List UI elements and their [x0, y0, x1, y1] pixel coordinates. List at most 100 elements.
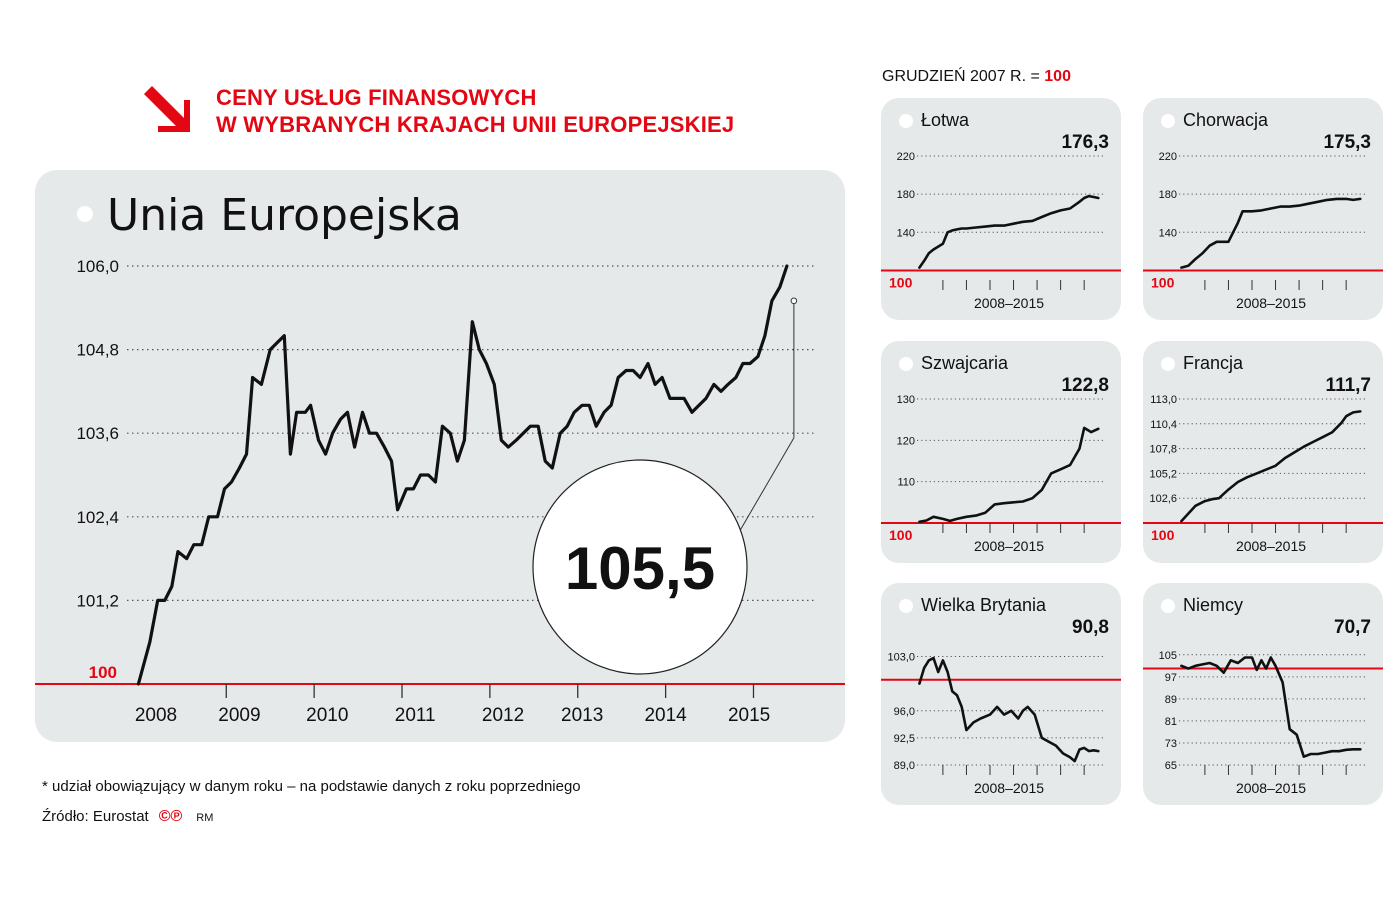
author-initials: RM	[196, 812, 214, 824]
x-tick-label: 2013	[561, 705, 603, 726]
chart-title: Wielka Brytania	[921, 595, 1047, 615]
y-tick-label: 180	[1159, 189, 1177, 201]
highlight-value: 90,8	[1072, 617, 1109, 638]
highlight-value: 175,3	[1323, 132, 1371, 153]
title-bullet	[1161, 357, 1175, 371]
baseline-label: 100	[1151, 274, 1175, 290]
chart-title: Unia Europejska	[107, 190, 462, 241]
x-axis-label: 2008–2015	[974, 538, 1044, 554]
y-tick-label: 104,8	[76, 341, 119, 360]
y-tick-label: 107,8	[1149, 444, 1177, 456]
y-tick-label: 101,2	[76, 591, 119, 610]
highlight-value: 70,7	[1334, 617, 1371, 638]
footnote: * udział obowiązujący w danym roku – na …	[42, 778, 581, 795]
chart-szwajcaria: Szwajcaria 122,8 130 120 110 100 2008–2015	[881, 353, 1121, 554]
y-tick-label: 102,4	[76, 508, 119, 527]
x-axis-label: 2008–2015	[974, 780, 1044, 796]
panel-wielka-brytania	[881, 583, 1121, 805]
x-tick-label: 2009	[218, 705, 260, 726]
y-tick-label: 92,5	[894, 733, 915, 745]
chart-title: Niemcy	[1183, 595, 1243, 615]
title-bullet	[899, 599, 913, 613]
chart-lotwa: Łotwa 176,3 220 180 140 100 2008–2015	[881, 110, 1121, 311]
series-line	[1180, 197, 1362, 269]
x-tick-label: 2011	[395, 705, 436, 726]
y-tick-label: 110,4	[1150, 419, 1177, 431]
baseline-label: 100	[889, 274, 913, 290]
chart-francja: Francja 111,7 113,0 110,4 107,8 105,2 102,6 100…	[1143, 353, 1383, 554]
title-bullet	[1161, 114, 1175, 128]
highlight-circle	[532, 459, 748, 675]
x-axis-label: 2008–2015	[1236, 780, 1306, 796]
panel-szwajcaria	[881, 341, 1121, 563]
y-tick-label: 113,0	[1150, 394, 1177, 406]
series-line	[1180, 656, 1362, 758]
y-tick-label: 65	[1165, 760, 1177, 772]
source-text: Źródło: Eurostat	[42, 808, 149, 825]
series-line	[918, 656, 1100, 763]
highlight-value: 105,5	[565, 535, 715, 602]
panel-niemcy	[1143, 583, 1383, 805]
chart-title: Szwajcaria	[921, 353, 1009, 373]
y-tick-label: 180	[897, 189, 915, 201]
series-line	[1180, 410, 1362, 523]
chart-niemcy: Niemcy 70,7 105 97 89 81 73 65 2008–2015	[1143, 595, 1383, 796]
y-tick-label: 96,0	[894, 706, 915, 718]
y-tick-label: 97	[1165, 672, 1177, 684]
chart-title: Łotwa	[921, 110, 970, 130]
y-tick-label: 140	[897, 227, 915, 239]
x-tick-label: 2010	[306, 705, 348, 726]
y-tick-label: 220	[1159, 151, 1177, 163]
x-tick-label: 2014	[644, 705, 687, 726]
page-title: CENY USŁUG FINANSOWYCH W WYBRANYCH KRAJA…	[216, 84, 734, 138]
baseline-label: 100	[889, 527, 913, 543]
leader-line	[739, 437, 795, 532]
y-tick-label: 220	[897, 151, 915, 163]
y-tick-label: 102,6	[1149, 493, 1177, 505]
title-line-1: CENY USŁUG FINANSOWYCH	[216, 85, 537, 110]
title-bullet	[899, 357, 913, 371]
x-tick-label: 2008	[135, 705, 177, 726]
baseline-label: 100	[1151, 527, 1175, 543]
chart-title: Chorwacja	[1183, 110, 1269, 130]
base-note-value: 100	[1044, 68, 1071, 85]
x-tick-label: 2012	[482, 705, 524, 726]
y-tick-label: 81	[1165, 716, 1177, 728]
y-tick-label: 110	[897, 477, 915, 489]
y-tick-label: 105	[1159, 650, 1177, 662]
y-tick-label: 73	[1165, 738, 1177, 750]
title-bullet	[77, 206, 93, 222]
highlight-point	[790, 297, 798, 305]
x-tick-label: 2015	[728, 705, 770, 726]
y-tick-label: 106,0	[76, 257, 119, 276]
y-tick-label: 89,0	[894, 760, 915, 772]
y-tick-label: 89	[1165, 694, 1177, 706]
baseline-label: 100	[89, 663, 117, 682]
series-line	[918, 426, 1100, 524]
chart-title: Francja	[1183, 353, 1244, 373]
title-bullet	[899, 114, 913, 128]
x-axis-label: 2008–2015	[974, 295, 1044, 311]
source-line: Źródło: Eurostat ©℗ RM	[42, 808, 213, 826]
chart-wielka-brytania: Wielka Brytania 90,8 103,0 96,0 92,5 89,0 2008…	[881, 595, 1121, 796]
x-axis-label: 2008–2015	[1236, 538, 1306, 554]
y-tick-label: 103,6	[76, 424, 119, 443]
publisher-logo: ©℗	[158, 808, 183, 825]
panel-francja	[1143, 341, 1383, 563]
y-tick-label: 130	[897, 394, 915, 406]
arrow-down-right-icon	[144, 86, 190, 132]
panel-lotwa	[881, 98, 1121, 320]
highlight-value: 122,8	[1061, 375, 1109, 396]
x-axis-label: 2008–2015	[1236, 295, 1306, 311]
highlight-value: 111,7	[1326, 375, 1371, 396]
title-line-2: W WYBRANYCH KRAJACH UNII EUROPEJSKIEJ	[216, 112, 735, 137]
y-tick-label: 103,0	[887, 652, 915, 664]
base-note: GRUDZIEŃ 2007 R. = 100	[882, 68, 1071, 86]
chart-chorwacja: Chorwacja 175,3 220 180 140 100 2008–2015	[1143, 110, 1383, 311]
series-line	[918, 194, 1100, 269]
series-line	[136, 264, 789, 686]
highlight-value: 176,3	[1061, 132, 1109, 153]
base-note-prefix: GRUDZIEŃ 2007 R. =	[882, 68, 1045, 85]
title-bullet	[1161, 599, 1175, 613]
y-tick-label: 140	[1159, 227, 1177, 239]
